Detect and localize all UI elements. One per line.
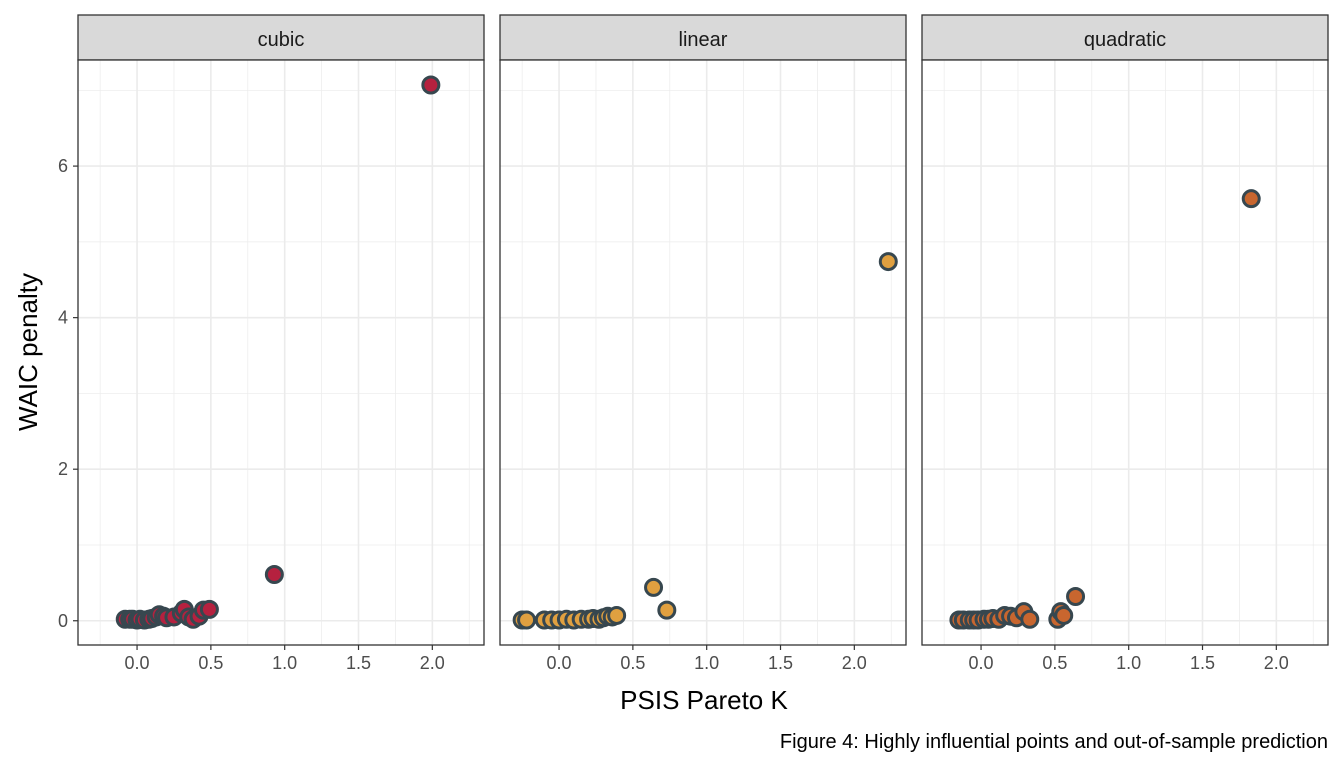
y-tick-label: 2 [58,459,68,479]
y-axis: 0 2 4 6 [58,156,78,631]
x-axis-title: PSIS Pareto K [620,685,788,715]
x-tick-label: 1.5 [1190,653,1215,673]
data-point [644,577,664,597]
x-tick-label: 0.0 [969,653,994,673]
panel-border [499,59,907,646]
data-point [517,610,537,630]
data-point [1241,189,1261,209]
figure-caption: Figure 4: Highly influential points and … [780,731,1328,753]
panel-border [77,59,485,646]
x-tick-label: 2.0 [842,653,867,673]
x-tick-label: 1.0 [272,653,297,673]
x-tick-label: 1.0 [1116,653,1141,673]
data-point [1066,587,1086,607]
x-tick-label: 1.5 [768,653,793,673]
facet-strip-label: quadratic [1084,29,1166,51]
plot-background [500,60,906,645]
y-tick-label: 0 [58,611,68,631]
facet-strip-label: linear [679,29,728,51]
x-tick-label: 1.5 [346,653,371,673]
facet-strip [77,14,485,61]
x-tick-label: 2.0 [420,653,445,673]
x-tick-label: 0.0 [547,653,572,673]
panels-layer: cubic 0.0 0.5 1.0 1.5 2.0 linear 0.0 0.5 1.0 1.5 2.… [77,14,1329,673]
facet-strip [921,14,1329,61]
x-tick-label: 1.0 [694,653,719,673]
data-point [421,75,441,95]
facet-panel-linear: linear 0.0 0.5 1.0 1.5 2.0 [499,14,907,673]
facet-panel-quadratic: quadratic 0.0 0.5 1.0 1.5 2.0 [921,14,1329,673]
plot-background [78,60,484,645]
plot-background [922,60,1328,645]
x-tick-label: 2.0 [1264,653,1289,673]
data-point [264,565,284,585]
data-point [1020,609,1040,629]
x-tick-label: 0.5 [620,653,645,673]
panel-border [921,59,1329,646]
y-tick-label: 6 [58,156,68,176]
facet-panel-cubic: cubic 0.0 0.5 1.0 1.5 2.0 [77,14,485,673]
x-tick-label: 0.0 [125,653,150,673]
data-point [1054,605,1074,625]
facet-strip [499,14,907,61]
x-tick-label: 0.5 [1042,653,1067,673]
y-tick-label: 4 [58,308,68,328]
data-point [199,599,219,619]
facet-strip-label: cubic [258,29,305,51]
data-point [657,600,677,620]
y-axis-title: WAIC penalty [13,273,43,431]
data-point [878,252,898,272]
x-tick-label: 0.5 [198,653,223,673]
data-point [607,605,627,625]
